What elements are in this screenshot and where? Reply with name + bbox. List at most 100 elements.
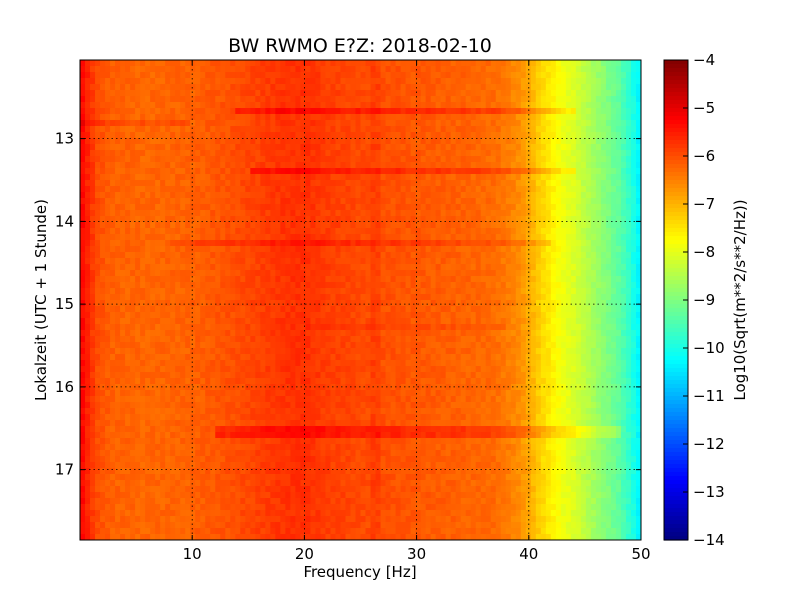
- heatmap-cell: [536, 144, 542, 151]
- heatmap-cell: [601, 270, 607, 277]
- heatmap-cell: [285, 162, 291, 169]
- heatmap-cell: [361, 252, 367, 259]
- heatmap-cell: [190, 192, 196, 199]
- heatmap-cell: [270, 204, 276, 211]
- heatmap-cell: [235, 276, 241, 283]
- heatmap-cell: [290, 96, 296, 103]
- heatmap-cell: [220, 204, 226, 211]
- heatmap-cell: [255, 270, 261, 277]
- heatmap-cell: [105, 234, 111, 241]
- heatmap-cell: [155, 126, 161, 133]
- heatmap-cell: [426, 180, 432, 187]
- heatmap-cell: [436, 240, 442, 247]
- heatmap-cell: [125, 276, 131, 283]
- heatmap-cell: [611, 258, 617, 265]
- heatmap-cell: [601, 264, 607, 271]
- heatmap-cell: [391, 120, 397, 127]
- heatmap-cell: [95, 288, 101, 295]
- heatmap-cell: [466, 96, 472, 103]
- heatmap-cell: [381, 204, 387, 211]
- heatmap-cell: [250, 144, 256, 151]
- heatmap-cell: [576, 312, 582, 319]
- heatmap-cell: [521, 246, 527, 253]
- heatmap-cell: [315, 78, 321, 85]
- heatmap-cell: [320, 312, 326, 319]
- heatmap-cell: [330, 150, 336, 157]
- heatmap-cell: [250, 174, 256, 181]
- heatmap-cell: [396, 240, 402, 247]
- heatmap-cell: [285, 300, 291, 307]
- heatmap-cell: [406, 150, 412, 157]
- heatmap-cell: [531, 258, 537, 265]
- heatmap-cell: [411, 288, 417, 295]
- heatmap-cell: [366, 84, 372, 91]
- heatmap-cell: [165, 276, 171, 283]
- heatmap-cell: [436, 150, 442, 157]
- heatmap-cell: [300, 192, 306, 199]
- heatmap-cell: [120, 84, 126, 91]
- heatmap-cell: [471, 186, 477, 193]
- heatmap-cell: [355, 264, 361, 271]
- heatmap-cell: [210, 66, 216, 73]
- heatmap-cell: [581, 90, 587, 97]
- heatmap-cell: [521, 294, 527, 301]
- heatmap-cell: [371, 306, 377, 313]
- heatmap-cell: [611, 102, 617, 109]
- heatmap-cell: [411, 318, 417, 325]
- heatmap-cell: [401, 78, 407, 85]
- heatmap-cell: [160, 264, 166, 271]
- heatmap-cell: [416, 162, 422, 169]
- heatmap-cell: [80, 126, 86, 133]
- heatmap-cell: [80, 240, 86, 247]
- heatmap-cell: [546, 258, 552, 265]
- heatmap-cell: [596, 282, 602, 289]
- heatmap-cell: [631, 228, 637, 235]
- heatmap-cell: [180, 258, 186, 265]
- heatmap-cell: [100, 78, 106, 85]
- heatmap-cell: [280, 318, 286, 325]
- heatmap-cell: [270, 324, 276, 331]
- heatmap-cell: [406, 102, 412, 109]
- heatmap-cell: [561, 312, 567, 319]
- heatmap-cell: [361, 204, 367, 211]
- heatmap-cell: [205, 306, 211, 313]
- heatmap-cell: [240, 246, 246, 253]
- heatmap-cell: [245, 282, 251, 289]
- heatmap-cell: [115, 282, 121, 289]
- heatmap-cell: [531, 66, 537, 73]
- heatmap-cell: [180, 300, 186, 307]
- heatmap-cell: [125, 198, 131, 205]
- heatmap-cell: [601, 96, 607, 103]
- heatmap-cell: [150, 264, 156, 271]
- heatmap-cell: [371, 66, 377, 73]
- heatmap-cell: [310, 120, 316, 127]
- heatmap-cell: [541, 186, 547, 193]
- heatmap-cell: [205, 102, 211, 109]
- heatmap-cell: [90, 210, 96, 217]
- heatmap-cell: [160, 150, 166, 157]
- heatmap-cell: [115, 90, 121, 97]
- heatmap-cell: [225, 324, 231, 331]
- heatmap-cell: [325, 204, 331, 211]
- heatmap-cell: [145, 246, 151, 253]
- heatmap-cell: [130, 264, 136, 271]
- heatmap-cell: [255, 162, 261, 169]
- heatmap-cell: [115, 120, 121, 127]
- heatmap-cell: [366, 282, 372, 289]
- heatmap-cell: [541, 264, 547, 271]
- heatmap-cell: [401, 114, 407, 121]
- heatmap-cell: [250, 126, 256, 133]
- heatmap-cell: [361, 120, 367, 127]
- heatmap-cell: [275, 246, 281, 253]
- heatmap-cell: [621, 192, 627, 199]
- heatmap-cell: [581, 318, 587, 325]
- heatmap-cell: [280, 228, 286, 235]
- heatmap-cell: [95, 180, 101, 187]
- heatmap-cell: [335, 246, 341, 253]
- heatmap-cell: [536, 258, 542, 265]
- heatmap-cell: [476, 270, 482, 277]
- heatmap-cell: [411, 174, 417, 181]
- heatmap-cell: [451, 186, 457, 193]
- heatmap-cell: [396, 90, 402, 97]
- heatmap-cell: [366, 222, 372, 229]
